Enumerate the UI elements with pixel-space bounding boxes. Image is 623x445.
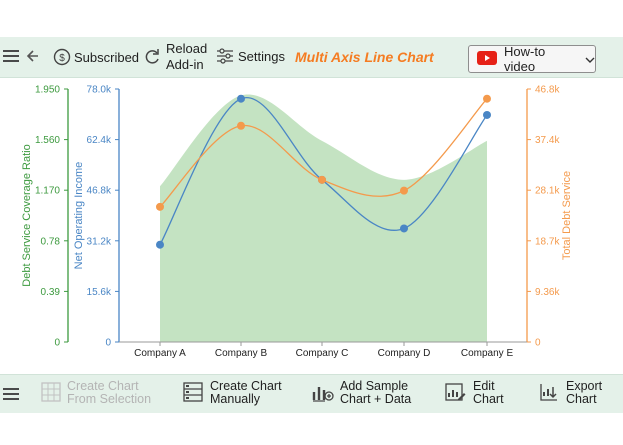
reload-label-line1: Reload [166,41,208,56]
form-list-icon [182,381,204,406]
tick-label-dscr: 0 [54,338,60,349]
chart-type-title: Multi Axis Line Chart [295,49,434,65]
reload-addin-button[interactable]: Reload Add-in [142,41,207,73]
bottom-hamburger-icon[interactable] [2,386,20,402]
back-arrow-icon[interactable] [26,48,40,64]
x-tick-label: Company C [296,348,349,359]
edit-chart-icon [444,381,466,406]
create-manual-line1: Create Chart [210,379,282,393]
tick-label-noi: 62.4k [87,135,112,146]
axis-title-noi: Net Operating Income [73,162,85,270]
settings-button[interactable]: Settings [216,48,285,64]
reload-label-line2: Add-in [166,57,204,72]
create-manual-line2: Manually [210,392,261,406]
tick-label-tds: 0 [535,338,541,349]
tick-label-dscr: 1.950 [35,85,60,96]
export-line1: Export [566,379,603,393]
edit-line1: Edit [473,379,495,393]
youtube-icon [477,50,497,68]
create-selection-line2: From Selection [67,392,152,406]
add-sample-chart-button[interactable]: Add Sample Chart + Data [311,380,411,406]
data-point-noi [156,240,164,249]
tick-label-tds: 18.7k [535,236,560,247]
tick-label-noi: 0 [105,338,111,349]
chart-area: 0 0.39 0.78 1.170 1.560 1.950 Debt Service Cov… [0,78,623,374]
data-point-tds [483,94,491,103]
howto-label: How-to video [504,44,546,74]
tick-label-tds: 46.8k [535,85,560,96]
x-tick-label: Company A [134,348,186,359]
reload-icon [142,47,162,67]
add-sample-line1: Add Sample [340,379,409,393]
add-sample-line2: Chart + Data [340,392,412,406]
tick-label-noi: 31.2k [87,236,112,247]
tick-label-tds: 9.36k [535,287,560,298]
chevron-down-icon [585,52,595,67]
data-point-tds [318,175,326,184]
x-tick-label: Company D [378,348,431,359]
export-chart-button[interactable]: Export Chart [538,380,602,406]
tick-label-noi: 15.6k [87,287,112,298]
hamburger-menu-icon[interactable] [2,48,20,64]
create-chart-from-selection-button[interactable]: Create Chart From Selection [40,380,151,406]
tick-label-dscr: 0.39 [41,287,61,298]
tick-label-dscr: 0.78 [41,236,61,247]
subscribed-label: Subscribed [74,49,140,65]
x-tick-label: Company E [461,348,514,359]
x-tick-label: Company B [215,348,268,359]
tick-label-dscr: 1.560 [35,135,60,146]
svg-text:$: $ [59,53,65,64]
data-point-tds [400,186,408,195]
sample-chart-icon [311,381,335,406]
series-area-dscr [160,94,487,342]
dollar-circle-icon: $ [53,48,71,66]
settings-label: Settings [238,48,285,64]
axis-title-tds: Total Debt Service [561,171,573,260]
howto-video-dropdown[interactable]: How-to video [468,44,596,74]
subscribed-button[interactable]: $ Subscribed [53,48,139,66]
data-point-tds [156,202,164,211]
data-point-noi [483,110,491,119]
tick-label-tds: 28.1k [535,186,560,197]
multi-axis-line-chart: 0 0.39 0.78 1.170 1.560 1.950 Debt Service Cov… [21,85,573,360]
tick-label-dscr: 1.170 [35,186,60,197]
data-point-tds [237,121,245,130]
create-chart-manually-button[interactable]: Create Chart Manually [182,380,282,406]
axis-title-dscr: Debt Service Coverage Ratio [21,144,33,286]
edit-chart-button[interactable]: Edit Chart [444,380,504,406]
data-point-noi [400,224,408,233]
export-line2: Chart [566,392,597,406]
sliders-icon [216,48,234,64]
create-selection-line1: Create Chart [67,379,139,393]
tick-label-noi: 78.0k [87,85,112,96]
export-chart-icon [538,381,560,406]
edit-line2: Chart [473,392,504,406]
table-select-icon [40,381,62,406]
tick-label-noi: 46.8k [87,186,112,197]
tick-label-tds: 37.4k [535,135,560,146]
data-point-noi [237,94,245,103]
bottom-toolbar [0,374,623,413]
